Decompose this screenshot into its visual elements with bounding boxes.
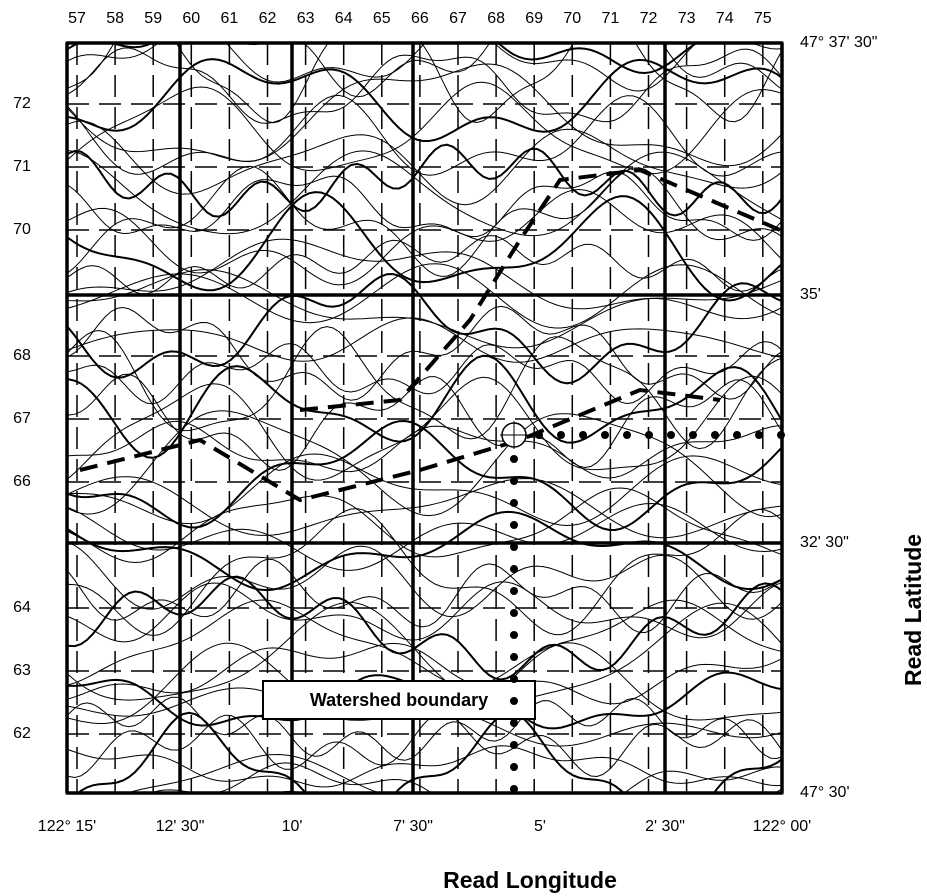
top-label: 60 — [182, 10, 200, 27]
lon-read-dot — [510, 631, 518, 639]
left-label: 62 — [13, 725, 31, 742]
lon-read-dot — [510, 763, 518, 771]
lon-read-dot — [510, 609, 518, 617]
top-label: 70 — [563, 10, 581, 27]
lon-read-dot — [510, 741, 518, 749]
lon-read-dot — [510, 719, 518, 727]
top-label: 63 — [297, 10, 315, 27]
left-label: 68 — [13, 347, 31, 364]
top-label: 61 — [221, 10, 239, 27]
top-label: 71 — [602, 10, 620, 27]
top-label: 65 — [373, 10, 391, 27]
point-layer — [510, 431, 785, 793]
top-label: 62 — [259, 10, 277, 27]
watershed-label-box: Watershed boundary — [262, 680, 536, 720]
top-label: 67 — [449, 10, 467, 27]
label-layer: 57 58 59 60 61 62 63 64 65 66 67 68 69 70 71 72 73 74 75 72… — [13, 10, 877, 835]
lat-read-dot — [667, 431, 675, 439]
bottom-label: 2' 30" — [645, 818, 685, 835]
lon-read-dot — [510, 477, 518, 485]
bottom-label: 5' — [534, 818, 546, 835]
top-label: 68 — [487, 10, 505, 27]
left-label: 71 — [13, 158, 31, 175]
top-label: 74 — [716, 10, 734, 27]
lon-read-dot — [510, 499, 518, 507]
lat-read-dot — [755, 431, 763, 439]
right-label: 32' 30" — [800, 534, 849, 551]
left-label: 63 — [13, 662, 31, 679]
longitude-title: Read Longitude — [443, 867, 617, 893]
lat-read-dot — [733, 431, 741, 439]
bottom-label: 12' 30" — [156, 818, 205, 835]
top-label: 58 — [106, 10, 124, 27]
lon-read-dot — [510, 543, 518, 551]
lon-read-dot — [510, 653, 518, 661]
top-label: 66 — [411, 10, 429, 27]
lat-read-dot — [777, 431, 785, 439]
lat-read-dot — [535, 431, 543, 439]
top-label: 73 — [678, 10, 696, 27]
lon-read-dot — [510, 521, 518, 529]
left-label: 64 — [13, 599, 31, 616]
lon-read-dot — [510, 455, 518, 463]
left-label: 72 — [13, 95, 31, 112]
left-label: 67 — [13, 410, 31, 427]
top-label: 69 — [525, 10, 543, 27]
top-label: 57 — [68, 10, 86, 27]
bottom-label: 122° 00' — [753, 818, 811, 835]
top-label: 64 — [335, 10, 353, 27]
map-label: Watershed boundary — [310, 690, 488, 710]
bottom-label: 10' — [282, 818, 303, 835]
lon-read-dot — [510, 675, 518, 683]
latitude-title: Read Latitude — [900, 534, 926, 686]
right-label: 47° 37' 30" — [800, 34, 877, 51]
crosshair — [500, 421, 528, 449]
lat-read-dot — [579, 431, 587, 439]
lat-read-dot — [601, 431, 609, 439]
top-label: 59 — [144, 10, 162, 27]
lon-read-dot — [510, 697, 518, 705]
bottom-label: 7' 30" — [393, 818, 433, 835]
right-label: 35' — [800, 286, 821, 303]
lat-read-dot — [711, 431, 719, 439]
label-box — [262, 680, 536, 720]
road — [299, 167, 781, 412]
top-label: 75 — [754, 10, 772, 27]
lon-read-dot — [510, 587, 518, 595]
lat-read-dot — [645, 431, 653, 439]
top-label: 72 — [640, 10, 658, 27]
lon-read-dot — [510, 785, 518, 793]
bottom-label: 122° 15' — [38, 818, 96, 835]
contour-line — [67, 43, 782, 98]
contour-line — [67, 43, 699, 75]
lat-read-dot — [689, 431, 697, 439]
left-label: 66 — [13, 473, 31, 490]
lon-read-dot — [510, 565, 518, 573]
lat-read-dot — [557, 431, 565, 439]
right-label: 47° 30' — [800, 784, 850, 801]
left-label: 70 — [13, 221, 31, 238]
map-frame — [65, 41, 784, 795]
lat-read-dot — [623, 431, 631, 439]
